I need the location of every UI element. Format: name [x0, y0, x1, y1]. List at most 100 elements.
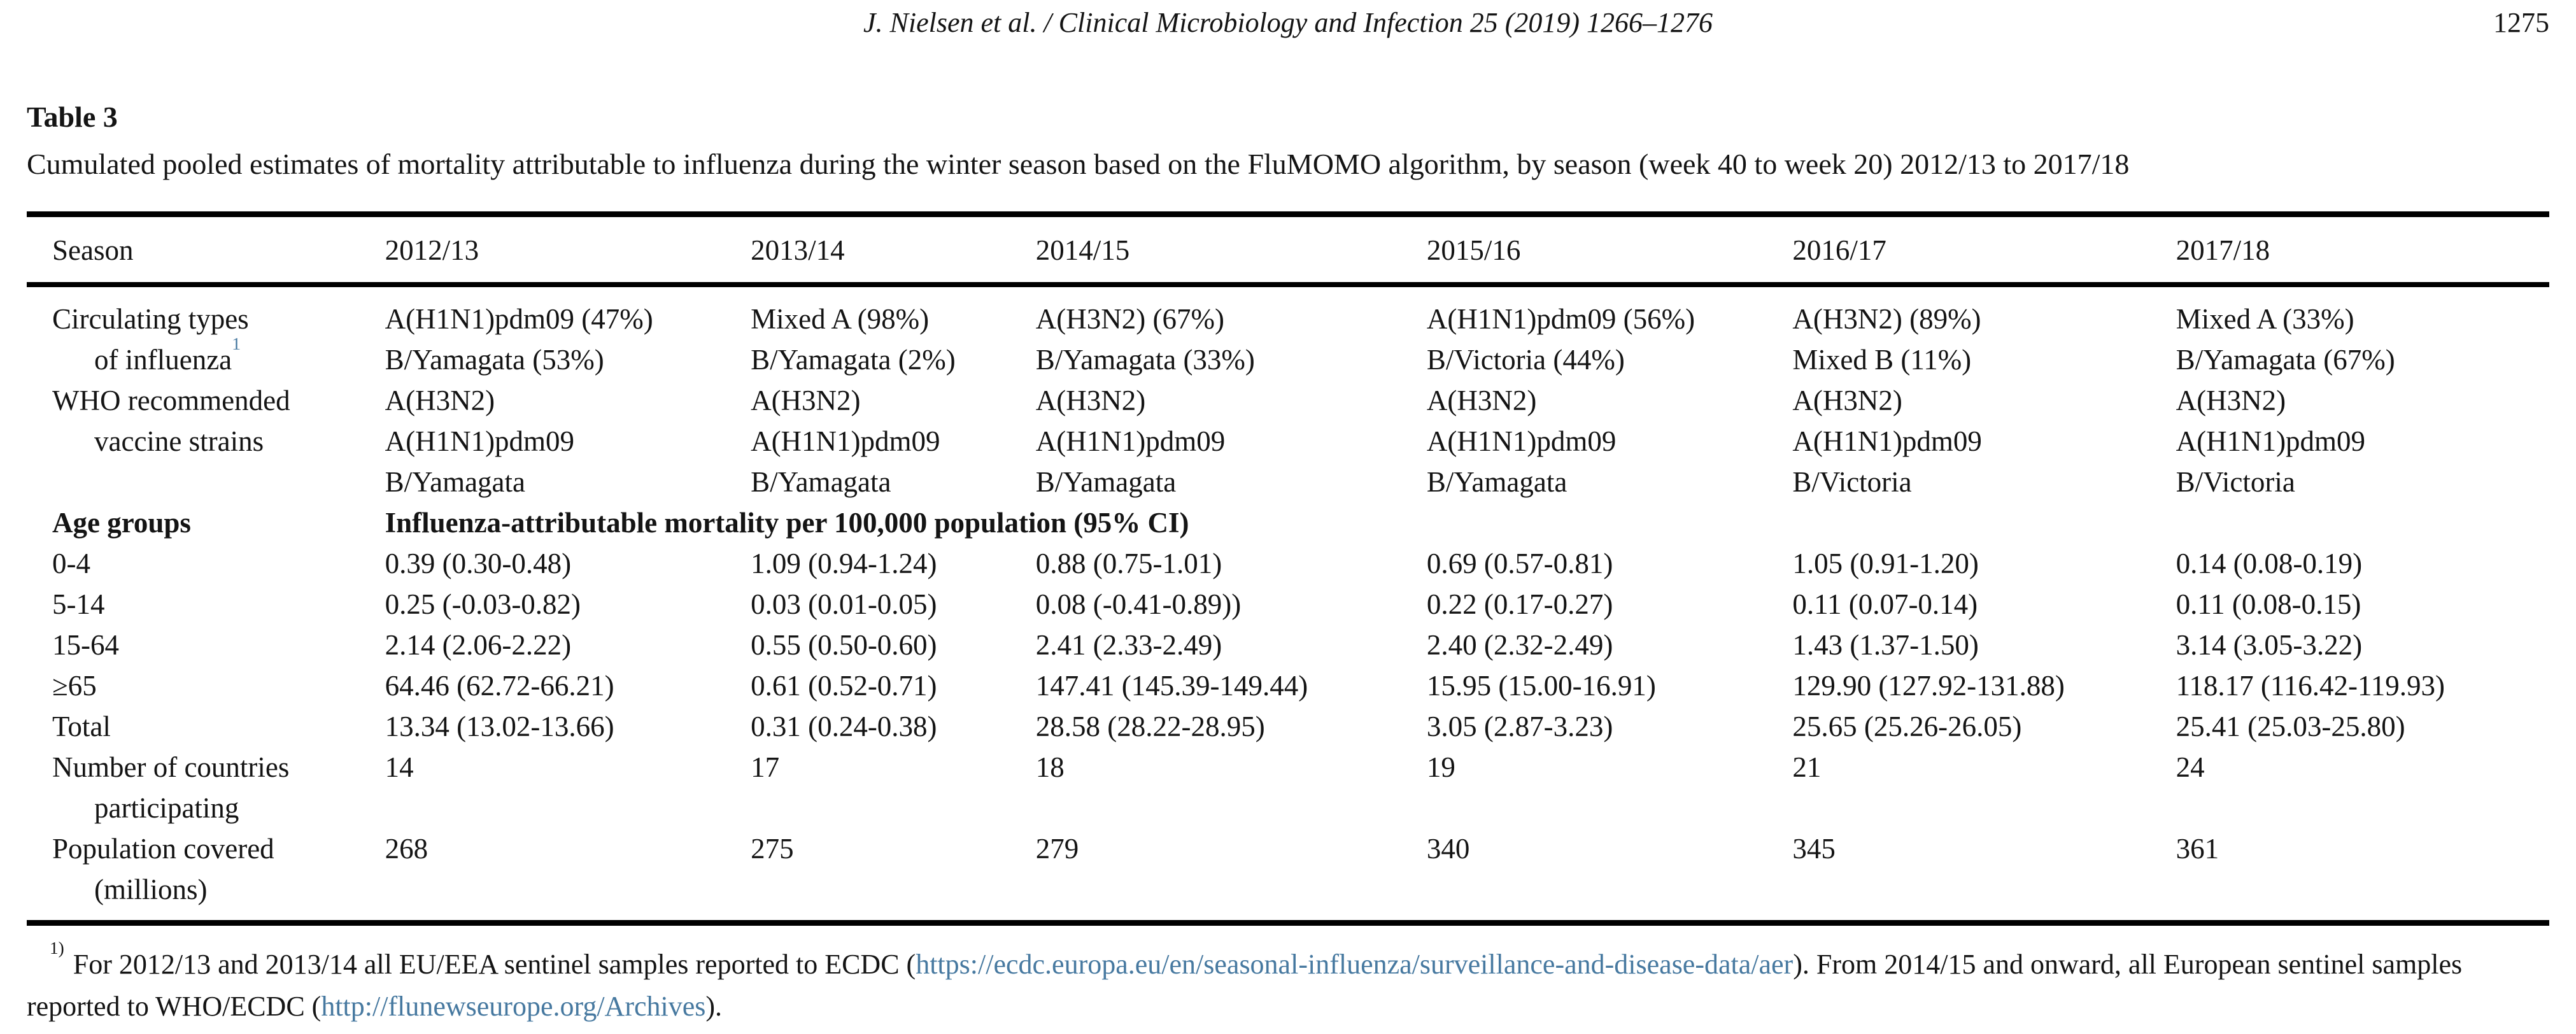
table-cell: 2.40 (2.32-2.49): [1426, 629, 1613, 661]
table-cell: B/Yamagata: [385, 466, 526, 498]
table-cell: 0.22 (0.17-0.27): [1426, 588, 1613, 620]
table-cell: [751, 869, 1036, 923]
table-cell: [2176, 788, 2549, 828]
citation-text: J. Nielsen et al. / Clinical Microbiolog…: [863, 7, 1713, 38]
table-cell: [2176, 869, 2549, 923]
table-row: WHO recommended A(H3N2) A(H3N2) A(H3N2) A(H3…: [27, 380, 2549, 421]
table-caption: Table 3 Cumulated pooled estimates of mo…: [27, 96, 2549, 186]
table-row: Circulating types A(H1N1)pdm09 (47%) Mixed…: [27, 285, 2549, 339]
table-cell: A(H1N1)pdm09 (56%): [1426, 303, 1695, 335]
table-cell: [1792, 869, 2176, 923]
table-cell: B/Yamagata: [1035, 466, 1177, 498]
table-cell: A(H3N2): [385, 385, 495, 416]
table-cell: 64.46 (62.72-66.21): [385, 670, 614, 702]
col-header-2016-17: 2016/17: [1792, 214, 2176, 287]
table-cell: 0.03 (0.01-0.05): [751, 588, 937, 620]
col-header-season: Season: [27, 214, 385, 287]
table-cell: A(H1N1)pdm09 (47%): [385, 303, 653, 335]
table-cell: A(H3N2): [1035, 385, 1146, 416]
table-row: participating: [27, 788, 2549, 828]
table-row: B/Yamagata B/Yamagata B/Yamagata B/Yamagata…: [27, 462, 2549, 502]
table-cell: 118.17 (116.42-119.93): [2176, 670, 2445, 702]
table-cell: [1036, 788, 1427, 828]
row-label: 0-4: [52, 548, 90, 579]
row-label: vaccine strains: [94, 425, 264, 457]
table-cell: [385, 788, 751, 828]
footnote-ref[interactable]: 1: [232, 334, 241, 354]
table-body: Circulating types A(H1N1)pdm09 (47%) Mixed…: [27, 285, 2549, 923]
col-header-2014-15: 2014/15: [1035, 214, 1427, 287]
table-cell: A(H3N2): [751, 385, 861, 416]
table-cell: 2.41 (2.33-2.49): [1035, 629, 1222, 661]
table-cell: 28.58 (28.22-28.95): [1035, 711, 1265, 742]
table-cell: A(H1N1)pdm09: [1792, 425, 1982, 457]
table-cell: 0.11 (0.08-0.15): [2176, 588, 2361, 620]
table-cell: B/Yamagata: [1426, 466, 1568, 498]
table-row: of influenza1 B/Yamagata (53%) B/Yamagata …: [27, 335, 2549, 380]
table-cell: 361: [2176, 833, 2219, 865]
table-caption-label: Table 3: [27, 101, 118, 133]
table-cell: B/Yamagata (2%): [751, 344, 956, 376]
table-cell: 0.88 (0.75-1.01): [1035, 548, 1222, 579]
row-label: Number of countries: [52, 751, 290, 783]
table-caption-text: Cumulated pooled estimates of mortality …: [27, 148, 2130, 180]
row-label: Circulating types: [52, 303, 249, 335]
footnote-line: 1) For 2012/13 and 2013/14 all EU/EEA sen…: [27, 940, 2549, 1028]
table-row: (millions): [27, 869, 2549, 923]
table-cell: A(H1N1)pdm09: [1426, 425, 1617, 457]
table-cell: 21: [1792, 751, 1822, 783]
table-cell: 25.65 (25.26-26.05): [1792, 711, 2022, 742]
mortality-table: Season 2012/13 2013/14 2014/15 2015/16 2016/1…: [27, 211, 2549, 926]
table-cell: 1.43 (1.37-1.50): [1792, 629, 1979, 661]
row-label: 5-14: [52, 588, 105, 620]
table-cell: A(H3N2) (89%): [1792, 303, 1981, 335]
col-header-2015-16: 2015/16: [1426, 214, 1793, 287]
col-header-2017-18: 2017/18: [2176, 214, 2549, 287]
table-cell: B/Yamagata: [751, 466, 891, 498]
table-cell: A(H1N1)pdm09: [1035, 425, 1226, 457]
table-cell: B/Yamagata (67%): [2176, 344, 2395, 376]
table-row: vaccine strains A(H1N1)pdm09 A(H1N1)pdm09 A…: [27, 421, 2549, 462]
table-cell: Mixed B (11%): [1792, 344, 1972, 376]
table-cell: 0.11 (0.07-0.14): [1792, 588, 1978, 620]
table-cell: 0.08 (-0.41-0.89)): [1035, 588, 1242, 620]
table-cell: 24: [2176, 751, 2205, 783]
col-header-2013-14: 2013/14: [751, 214, 1036, 287]
table-row: 5-14 0.25 (-0.03-0.82) 0.03 (0.01-0.05) 0.0…: [27, 584, 2549, 625]
table-cell: A(H1N1)pdm09: [2176, 425, 2366, 457]
running-head: J. Nielsen et al. / Clinical Microbiolog…: [27, 6, 2549, 39]
table-cell: A(H1N1)pdm09: [385, 425, 575, 457]
table-cell: 0.61 (0.52-0.71): [751, 670, 937, 702]
table-row: Age groups Influenza-attributable mortali…: [27, 502, 2549, 543]
table-cell: 129.90 (127.92-131.88): [1792, 670, 2065, 702]
table-cell: 3.14 (3.05-3.22): [2176, 629, 2363, 661]
table-cell: 18: [1035, 751, 1065, 783]
table-cell: 0.69 (0.57-0.81): [1426, 548, 1613, 579]
table-cell: 3.05 (2.87-3.23): [1426, 711, 1613, 742]
table-row: ≥65 64.46 (62.72-66.21) 0.61 (0.52-0.71) 14…: [27, 665, 2549, 706]
row-label: 15-64: [52, 629, 119, 661]
row-label: Population covered: [52, 833, 274, 865]
table-cell: 15.95 (15.00-16.91): [1426, 670, 1656, 702]
table-cell: 0.25 (-0.03-0.82): [385, 588, 581, 620]
col-header-2012-13: 2012/13: [385, 214, 751, 287]
row-label: ≥65: [52, 670, 97, 702]
footnote-link-flunewseurope[interactable]: http://flunewseurope.org/Archives: [321, 991, 706, 1022]
table-cell: [1427, 788, 1792, 828]
row-label: participating: [94, 792, 239, 824]
table-row: Number of countries 14 17 18 19 21 24: [27, 747, 2549, 788]
row-label: WHO recommended: [52, 385, 290, 416]
table-cell: 1.09 (0.94-1.24): [751, 548, 937, 579]
table-cell: A(H1N1)pdm09: [751, 425, 940, 457]
table-row: 15-64 2.14 (2.06-2.22) 0.55 (0.50-0.60) 2.4…: [27, 625, 2549, 665]
row-label: Age groups: [52, 507, 191, 539]
footnote-link-ecdc[interactable]: https://ecdc.europa.eu/en/seasonal-influ…: [916, 949, 1794, 980]
table-row: Total 13.34 (13.02-13.66) 0.31 (0.24-0.38)…: [27, 706, 2549, 747]
table-cell: [751, 788, 1036, 828]
footnote-text-3: ).: [705, 991, 723, 1022]
page-number: 1275: [2493, 7, 2549, 38]
table-row: 0-4 0.39 (0.30-0.48) 1.09 (0.94-1.24) 0.88 …: [27, 543, 2549, 584]
table-header-row: Season 2012/13 2013/14 2014/15 2015/16 2016/1…: [27, 214, 2549, 287]
table-cell: 275: [751, 833, 794, 865]
table-cell: 147.41 (145.39-149.44): [1035, 670, 1308, 702]
